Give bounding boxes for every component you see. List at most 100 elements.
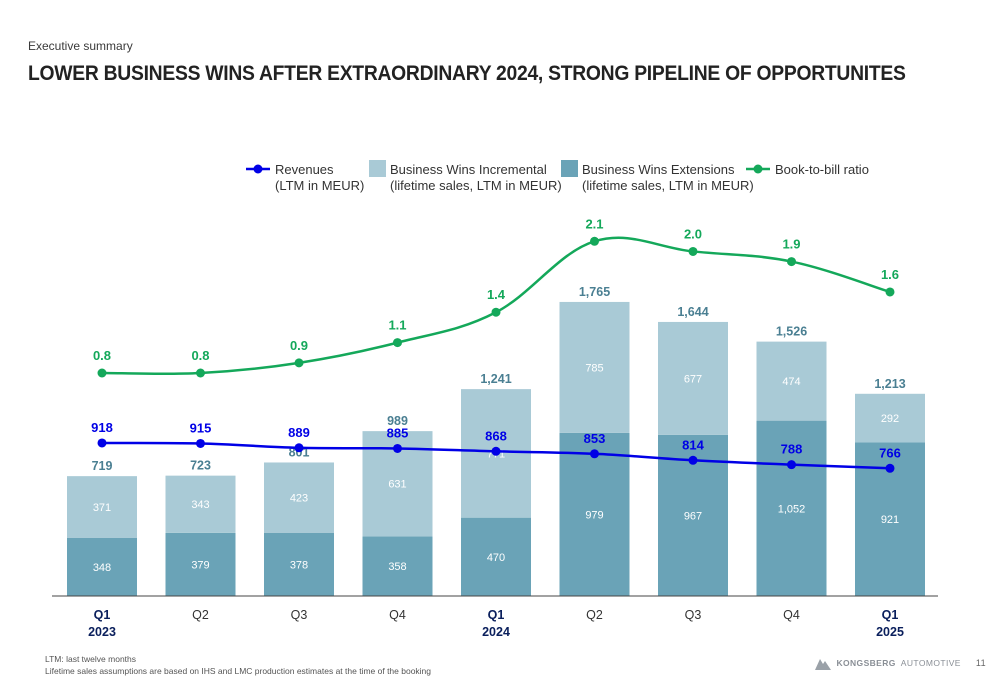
bar-extensions bbox=[165, 532, 236, 596]
bar-incremental bbox=[165, 475, 236, 533]
x-tick-year-label: 2024 bbox=[482, 625, 510, 639]
revenues-point bbox=[590, 449, 599, 459]
page-number: 11 bbox=[975, 658, 986, 668]
bar-incremental bbox=[264, 462, 334, 533]
revenues-point bbox=[491, 446, 501, 456]
bar-incremental bbox=[67, 476, 137, 538]
legend-incremental: Business Wins Incremental(lifetime sales… bbox=[369, 160, 562, 193]
book-to-bill-point bbox=[196, 368, 205, 378]
x-tick-label: Q1 bbox=[882, 608, 899, 622]
book-to-bill-value-label: 1.6 bbox=[881, 267, 899, 282]
bar-total-label: 1,213 bbox=[874, 377, 905, 391]
revenues-value-label: 885 bbox=[387, 425, 409, 440]
revenues-point bbox=[294, 443, 304, 453]
legend-sublabel: (lifetime sales, LTM in MEUR) bbox=[390, 178, 562, 193]
x-tick-year-label: 2025 bbox=[876, 625, 904, 639]
section-label: Executive summary bbox=[28, 39, 133, 53]
bar-total-label: 989 bbox=[387, 414, 408, 428]
extensions-value-label: 921 bbox=[881, 514, 899, 526]
incremental-value-label: 343 bbox=[191, 499, 209, 511]
extensions-value-label: 979 bbox=[585, 509, 603, 521]
bar-extensions bbox=[67, 537, 137, 596]
page-title: LOWER BUSINESS WINS AFTER EXTRAORDINARY … bbox=[28, 62, 906, 85]
x-tick-label: Q3 bbox=[291, 608, 308, 622]
book-to-bill-value-label: 0.8 bbox=[93, 348, 111, 363]
legend-box-swatch bbox=[369, 160, 386, 177]
extensions-value-label: 967 bbox=[684, 510, 702, 522]
legend-box-swatch bbox=[561, 160, 578, 177]
legend-label: Business Wins Extensions bbox=[582, 162, 735, 177]
bar-extensions bbox=[756, 420, 827, 596]
bar-extensions bbox=[559, 432, 630, 596]
bars-layer: 3483717193793437233784238013586319894707… bbox=[67, 285, 925, 596]
bar-extensions bbox=[264, 532, 334, 596]
revenues-value-label: 889 bbox=[288, 425, 310, 440]
book-to-bill-value-label: 0.9 bbox=[290, 338, 308, 353]
legend-book-to-bill: Book-to-bill ratio bbox=[746, 162, 869, 177]
bar-incremental bbox=[855, 393, 925, 443]
revenues-value-label: 766 bbox=[879, 445, 901, 460]
incremental-value-label: 423 bbox=[290, 493, 308, 505]
bar-total-label: 1,644 bbox=[677, 305, 708, 319]
x-tick-label: Q4 bbox=[389, 608, 406, 622]
incremental-value-label: 631 bbox=[388, 479, 406, 491]
lines-layer: 918 915 889 885 868 853 814 788 766 0.8 0.8 0.9 1.1 1… bbox=[91, 216, 901, 473]
extensions-value-label: 470 bbox=[487, 552, 505, 564]
bar-total-label: 1,765 bbox=[579, 285, 610, 299]
legend-marker bbox=[753, 164, 763, 174]
bar-incremental bbox=[559, 301, 630, 433]
footnote-assumptions: Lifetime sales assumptions are based on … bbox=[45, 666, 432, 676]
incremental-value-label: 371 bbox=[93, 502, 111, 514]
incremental-value-label: 292 bbox=[881, 413, 899, 425]
x-tick-label: Q1 bbox=[488, 608, 505, 622]
legend-revenues: Revenues(LTM in MEUR) bbox=[246, 162, 364, 193]
legend-extensions: Business Wins Extensions(lifetime sales,… bbox=[561, 160, 754, 193]
incremental-value-label: 677 bbox=[684, 373, 702, 385]
book-to-bill-point bbox=[590, 236, 599, 246]
x-tick-label: Q4 bbox=[783, 608, 800, 622]
revenues-value-label: 915 bbox=[190, 420, 212, 435]
book-to-bill-point bbox=[688, 246, 698, 256]
x-tick-label: Q1 bbox=[94, 608, 111, 622]
bar-total-label: 1,526 bbox=[776, 325, 807, 339]
extensions-value-label: 378 bbox=[290, 559, 308, 571]
revenues-value-label: 814 bbox=[682, 437, 704, 452]
book-to-bill-point bbox=[885, 287, 895, 297]
revenues-point bbox=[196, 438, 205, 448]
kongsberg-mountain-icon bbox=[815, 659, 832, 670]
book-to-bill-value-label: 1.4 bbox=[487, 287, 506, 302]
revenues-point bbox=[688, 455, 698, 465]
legend-label: Business Wins Incremental bbox=[390, 162, 547, 177]
chart-legend: Revenues(LTM in MEUR)Business Wins Incre… bbox=[246, 160, 869, 193]
book-to-bill-point bbox=[294, 358, 304, 368]
revenues-value-label: 853 bbox=[584, 431, 606, 446]
x-axis: Q1 2023 Q2 Q3 Q4 Q1 2024 Q2 Q3 Q4 Q1 2025 bbox=[52, 595, 938, 639]
x-tick-label: Q2 bbox=[192, 608, 209, 622]
revenues-value-label: 918 bbox=[91, 420, 113, 435]
book-to-bill-point bbox=[393, 338, 402, 348]
x-tick-label: Q3 bbox=[685, 608, 702, 622]
book-to-bill-point bbox=[97, 368, 107, 378]
revenues-point bbox=[393, 443, 402, 453]
book-to-bill-value-label: 2.0 bbox=[684, 226, 702, 241]
book-to-bill-value-label: 1.9 bbox=[782, 237, 800, 252]
extensions-value-label: 379 bbox=[191, 559, 209, 571]
bar-total-label: 723 bbox=[190, 459, 211, 473]
book-to-bill-value-label: 0.8 bbox=[191, 348, 209, 363]
book-to-bill-point bbox=[787, 257, 796, 267]
revenues-value-label: 788 bbox=[781, 442, 803, 457]
incremental-value-label: 474 bbox=[782, 376, 800, 388]
extensions-value-label: 348 bbox=[93, 562, 111, 574]
legend-label: Book-to-bill ratio bbox=[775, 162, 869, 177]
bar-extensions bbox=[461, 517, 531, 596]
extensions-value-label: 1,052 bbox=[778, 503, 806, 515]
legend-marker bbox=[253, 164, 263, 174]
revenues-point bbox=[787, 460, 796, 470]
revenues-point bbox=[97, 438, 107, 448]
brand-subname: AUTOMOTIVE bbox=[900, 658, 961, 668]
revenues-point bbox=[885, 463, 895, 473]
revenues-value-label: 868 bbox=[485, 428, 507, 443]
legend-sublabel: (lifetime sales, LTM in MEUR) bbox=[582, 178, 754, 193]
x-tick-label: Q2 bbox=[586, 608, 603, 622]
